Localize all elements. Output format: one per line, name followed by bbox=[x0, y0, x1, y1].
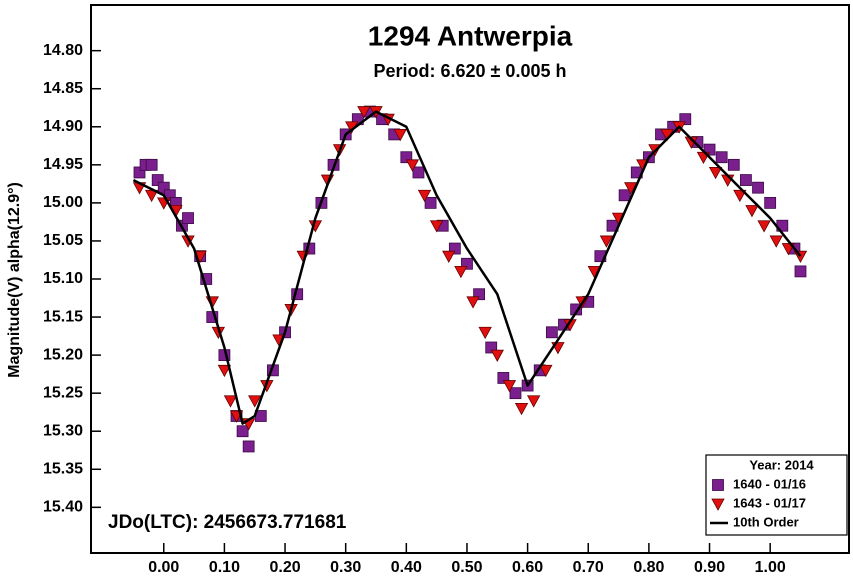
y-axis-label: Magnitude(V) alpha(12.9°) bbox=[6, 182, 23, 378]
y-tick-label: 15.15 bbox=[43, 308, 83, 325]
point bbox=[599, 235, 614, 248]
point bbox=[708, 167, 723, 180]
point bbox=[429, 220, 444, 233]
point bbox=[248, 395, 262, 408]
point bbox=[733, 189, 747, 203]
point bbox=[145, 158, 158, 171]
point bbox=[526, 395, 541, 408]
chart-title: 1294 Antwerpia bbox=[368, 20, 573, 51]
x-tick-label: 0.60 bbox=[512, 559, 543, 576]
point bbox=[242, 440, 255, 453]
point bbox=[757, 220, 771, 233]
point bbox=[393, 128, 407, 142]
legend-box bbox=[705, 454, 848, 536]
y-tick-label: 15.10 bbox=[43, 270, 83, 287]
point bbox=[752, 181, 764, 194]
point bbox=[745, 205, 759, 218]
point bbox=[157, 181, 170, 194]
x-tick-label: 0.30 bbox=[330, 559, 361, 576]
x-tick-label: 0.00 bbox=[148, 559, 179, 576]
x-tick-label: 1.00 bbox=[755, 559, 786, 576]
point bbox=[223, 395, 238, 408]
point bbox=[424, 196, 437, 209]
legend-label: 1643 - 01/17 bbox=[733, 495, 806, 510]
point bbox=[461, 257, 473, 270]
point bbox=[442, 250, 456, 264]
legend-marker bbox=[712, 479, 724, 491]
point bbox=[400, 151, 413, 164]
point bbox=[570, 303, 583, 316]
point bbox=[502, 380, 517, 393]
point bbox=[133, 166, 146, 179]
point bbox=[217, 364, 232, 378]
point bbox=[417, 189, 432, 203]
legend-label: 10th Order bbox=[733, 514, 799, 529]
legend-title: Year: 2014 bbox=[749, 457, 814, 472]
point bbox=[794, 265, 807, 278]
x-tick-label: 0.70 bbox=[573, 559, 604, 576]
point bbox=[715, 151, 728, 164]
point bbox=[405, 159, 420, 172]
x-tick-label: 0.50 bbox=[451, 559, 482, 576]
point bbox=[466, 296, 480, 309]
x-tick-label: 0.40 bbox=[391, 559, 422, 576]
point bbox=[539, 364, 553, 378]
point bbox=[236, 425, 249, 438]
x-tick-label: 0.20 bbox=[269, 559, 300, 576]
point bbox=[454, 265, 468, 279]
point bbox=[679, 113, 692, 126]
x-tick-label: 0.80 bbox=[633, 559, 664, 576]
chart-subtitle: Period: 6.620 ± 0.005 h bbox=[374, 61, 567, 81]
point bbox=[509, 387, 522, 400]
point bbox=[357, 106, 371, 119]
y-tick-label: 15.00 bbox=[43, 194, 83, 211]
y-tick-label: 14.90 bbox=[43, 118, 83, 135]
y-tick-label: 15.05 bbox=[43, 232, 83, 249]
point bbox=[485, 341, 498, 354]
annotation: JDo(LTC): 2456673.771681 bbox=[108, 512, 347, 533]
legend-marker bbox=[711, 498, 725, 511]
point bbox=[182, 212, 194, 225]
y-tick-label: 15.30 bbox=[43, 422, 83, 439]
y-tick-label: 15.25 bbox=[43, 384, 83, 401]
point bbox=[514, 402, 529, 416]
point bbox=[478, 326, 492, 340]
point bbox=[769, 235, 783, 248]
x-tick-label: 0.10 bbox=[209, 559, 240, 576]
y-tick-label: 14.80 bbox=[43, 42, 83, 59]
point bbox=[490, 349, 504, 362]
legend-label: 1640 - 01/16 bbox=[733, 476, 806, 491]
y-tick-label: 15.35 bbox=[43, 460, 83, 477]
point bbox=[703, 143, 716, 156]
point bbox=[151, 174, 164, 186]
y-tick-label: 15.40 bbox=[43, 499, 83, 516]
y-tick-label: 15.20 bbox=[43, 346, 83, 363]
y-tick-label: 14.95 bbox=[43, 156, 83, 173]
point bbox=[545, 326, 558, 339]
point bbox=[412, 166, 425, 179]
x-tick-label: 0.90 bbox=[694, 559, 725, 576]
point bbox=[448, 242, 461, 255]
point bbox=[740, 174, 752, 186]
point bbox=[624, 182, 638, 195]
point bbox=[473, 288, 485, 301]
fit-line bbox=[132, 110, 802, 425]
point bbox=[727, 158, 740, 171]
point bbox=[618, 189, 631, 202]
point bbox=[497, 372, 510, 384]
y-tick-label: 14.85 bbox=[43, 80, 83, 97]
point bbox=[764, 196, 777, 209]
